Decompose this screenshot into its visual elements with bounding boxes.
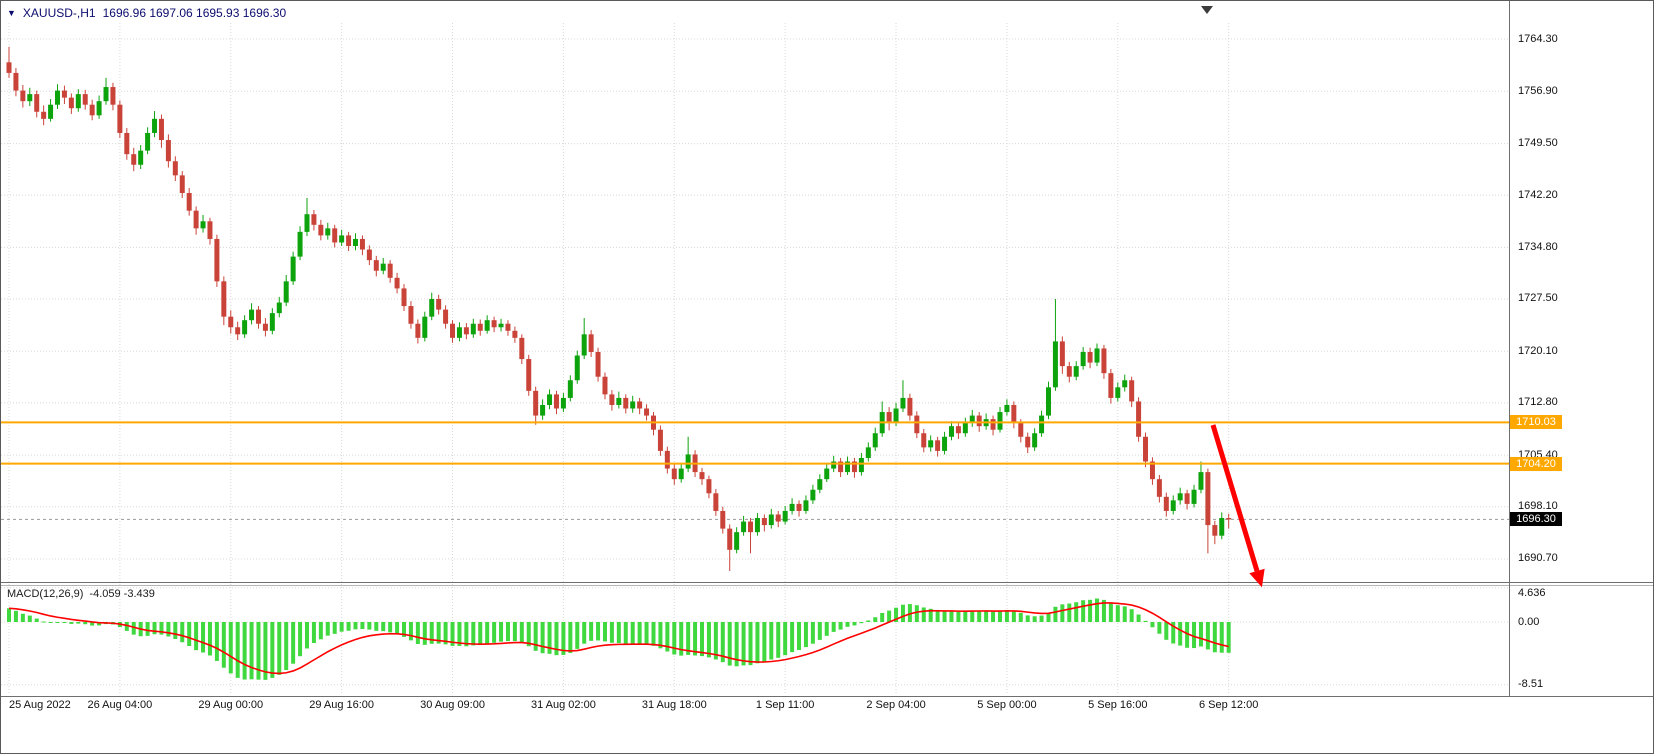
price-tick-label: 1720.10 <box>1518 344 1558 357</box>
chart-title-bar: ▼ XAUUSD-,H1 1696.96 1697.06 1695.93 169… <box>7 6 286 20</box>
symbol-dropdown-icon[interactable]: ▼ <box>7 8 16 18</box>
time-tick-label: 5 Sep 16:00 <box>1088 699 1148 711</box>
ohlc-values: 1696.96 1697.06 1695.93 1696.30 <box>102 6 287 20</box>
macd-tick-label: 4.636 <box>1518 587 1546 599</box>
macd-tick-label: 0.00 <box>1518 615 1540 628</box>
price-tick-label: 1742.20 <box>1518 188 1558 201</box>
time-tick-label: 2 Sep 04:00 <box>866 699 926 711</box>
time-tick-label: 5 Sep 00:00 <box>977 699 1037 711</box>
price-axis[interactable]: 1764.30 1756.90 1749.50 1742.20 1734.80 1727.… <box>1510 1 1653 696</box>
time-axis[interactable]: 25 Aug 2022 26 Aug 04:00 29 Aug 00:00 29 Au… <box>1 699 1509 715</box>
chart-shift-marker-icon[interactable] <box>1201 6 1213 14</box>
hline-price-tag-upper: 1710.03 <box>1510 415 1562 430</box>
symbol-timeframe-label: XAUUSD-,H1 <box>22 6 96 20</box>
price-tick-label: 1764.30 <box>1518 32 1558 45</box>
macd-values: -4.059 -3.439 <box>89 588 155 600</box>
trend-arrow[interactable] <box>1210 424 1265 588</box>
macd-indicator-label: MACD(12,26,9) -4.059 -3.439 <box>7 588 155 600</box>
time-tick-label: 1 Sep 11:00 <box>755 699 815 711</box>
price-tick-label: 1690.70 <box>1518 552 1558 565</box>
price-tick-label: 1727.50 <box>1518 292 1558 305</box>
price-tick-label: 1698.10 <box>1518 500 1558 513</box>
hline-price-tag-lower: 1704.20 <box>1510 456 1562 471</box>
macd-histogram <box>7 598 1231 680</box>
time-tick-label: 26 Aug 04:00 <box>87 699 153 711</box>
panel-separators <box>1 1 1653 697</box>
price-tick-label: 1712.80 <box>1518 396 1558 409</box>
price-tick-label: 1734.80 <box>1518 240 1558 253</box>
grid-layer <box>1 23 1509 695</box>
price-tick-label: 1749.50 <box>1518 137 1558 150</box>
macd-name: MACD(12,26,9) <box>7 588 84 600</box>
horizontal-lines-layer[interactable] <box>1 421 1509 465</box>
time-tick-label: 6 Sep 12:00 <box>1199 699 1259 711</box>
time-tick-label: 31 Aug 02:00 <box>530 699 596 711</box>
current-price-tag: 1696.30 <box>1510 512 1562 527</box>
time-tick-label: 30 Aug 09:00 <box>420 699 485 711</box>
time-tick-label: 25 Aug 2022 <box>9 699 71 711</box>
time-tick-label: 29 Aug 00:00 <box>198 699 264 711</box>
macd-tick-label: -8.51 <box>1518 678 1544 691</box>
candles-layer <box>6 46 1232 572</box>
time-tick-label: 31 Aug 18:00 <box>641 699 707 711</box>
time-tick-label: 29 Aug 16:00 <box>309 699 375 711</box>
macd-signal-line <box>8 602 1229 675</box>
price-tick-label: 1756.90 <box>1518 84 1558 97</box>
